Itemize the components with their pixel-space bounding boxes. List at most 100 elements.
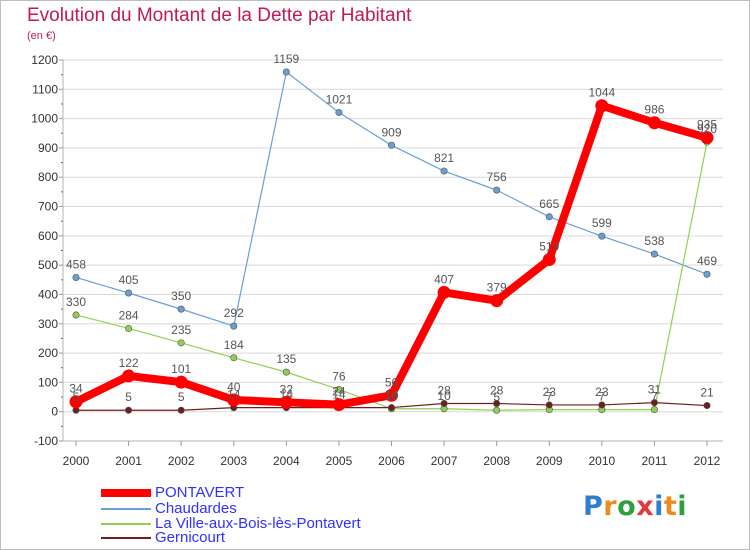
x-tick-label: 2005: [326, 454, 353, 468]
data-point: [387, 404, 395, 412]
x-tick-label: 2007: [431, 454, 458, 468]
data-point: [177, 339, 185, 347]
data-label: 56: [385, 375, 399, 389]
data-label: 5: [73, 390, 80, 404]
legend-item-gernicourt: Gernicourt: [101, 529, 226, 546]
data-label: 32: [280, 382, 294, 396]
legend-label: Gernicourt: [155, 529, 226, 546]
y-tick-label: 1100: [32, 82, 58, 96]
x-tick-label: 2010: [588, 454, 615, 468]
data-label: 31: [648, 383, 662, 397]
data-point: [332, 398, 346, 412]
data-point: [647, 116, 661, 130]
x-tick-label: 2012: [694, 454, 721, 468]
data-point: [542, 253, 556, 267]
data-point: [703, 402, 711, 410]
data-point: [122, 369, 136, 383]
data-point: [125, 406, 133, 414]
data-point: [230, 354, 238, 362]
data-label: 28: [437, 383, 451, 397]
data-label: 5: [178, 390, 185, 404]
data-label: 350: [171, 289, 191, 303]
x-tick-label: 2001: [115, 454, 142, 468]
data-point: [703, 270, 711, 278]
data-point: [493, 186, 501, 194]
data-point: [650, 399, 658, 407]
data-label: 599: [592, 216, 612, 230]
logo-letter: i: [654, 491, 664, 522]
data-label: 10: [385, 389, 399, 403]
legend-item-la-ville-aux-bois: La Ville-aux-Bois-lès-Pontavert: [101, 515, 361, 532]
x-tick-label: 2011: [642, 454, 668, 468]
legend-swatch: [101, 537, 151, 539]
legend-swatch: [101, 508, 151, 510]
data-point: [282, 368, 290, 376]
data-point: [282, 68, 290, 76]
data-label: 7: [651, 390, 658, 404]
data-point: [279, 395, 293, 409]
data-label: 665: [539, 197, 559, 211]
data-point: [490, 294, 504, 308]
data-point: [545, 401, 553, 409]
data-label: 184: [224, 338, 244, 352]
legend-swatch: [101, 489, 151, 497]
data-point: [387, 141, 395, 149]
data-point: [493, 406, 501, 414]
data-label: 909: [381, 125, 401, 139]
y-tick-label: 600: [38, 229, 58, 243]
data-point: [650, 250, 658, 258]
y-tick-label: -100: [34, 434, 58, 448]
data-label: 935: [697, 118, 717, 132]
data-label: 34: [69, 382, 83, 396]
data-label: 21: [700, 386, 714, 400]
data-label: 122: [119, 356, 139, 370]
y-tick-label: 800: [38, 170, 58, 184]
data-label: 1159: [273, 52, 299, 66]
data-label: 469: [697, 254, 717, 268]
y-tick-label: 500: [38, 258, 58, 272]
data-point: [227, 393, 241, 407]
y-tick-label: 100: [38, 375, 58, 389]
legend-label: La Ville-aux-Bois-lès-Pontavert: [155, 515, 361, 532]
logo-letter: t: [663, 491, 678, 522]
data-point: [335, 385, 343, 393]
legend-label: Chaudardes: [155, 500, 237, 517]
data-point: [598, 232, 606, 240]
data-label: 407: [434, 272, 454, 286]
y-tick-label: 400: [38, 287, 58, 301]
y-tick-label: 0: [51, 405, 58, 419]
data-label: 235: [171, 323, 191, 337]
data-label: 405: [119, 273, 139, 287]
x-tick-label: 2008: [483, 454, 510, 468]
data-label: 986: [644, 103, 664, 117]
data-label: 14: [227, 388, 241, 402]
data-label: 756: [487, 170, 507, 184]
data-point: [595, 99, 609, 113]
data-point: [440, 399, 448, 407]
data-label: 23: [543, 385, 557, 399]
data-point: [437, 285, 451, 299]
data-label: 292: [224, 306, 244, 320]
data-label: 7: [546, 390, 553, 404]
data-point: [385, 388, 398, 402]
x-tick-label: 2004: [273, 454, 300, 468]
logo-letter: P: [583, 491, 604, 522]
data-label: 920: [697, 122, 717, 136]
data-label: 23: [595, 385, 609, 399]
data-point: [177, 406, 185, 414]
y-tick-label: 1200: [31, 53, 58, 67]
y-tick-label: 200: [38, 346, 58, 360]
data-point: [72, 273, 80, 281]
x-tick-label: 2003: [220, 454, 247, 468]
data-point: [230, 322, 238, 330]
chart-subtitle: (en €): [27, 30, 56, 42]
data-label: 76: [332, 369, 346, 383]
data-label: 101: [171, 362, 191, 376]
data-point: [174, 375, 188, 389]
data-point: [650, 406, 658, 414]
data-label: 28: [490, 383, 504, 397]
x-tick-label: 2002: [168, 454, 195, 468]
data-label: 1044: [588, 86, 615, 100]
